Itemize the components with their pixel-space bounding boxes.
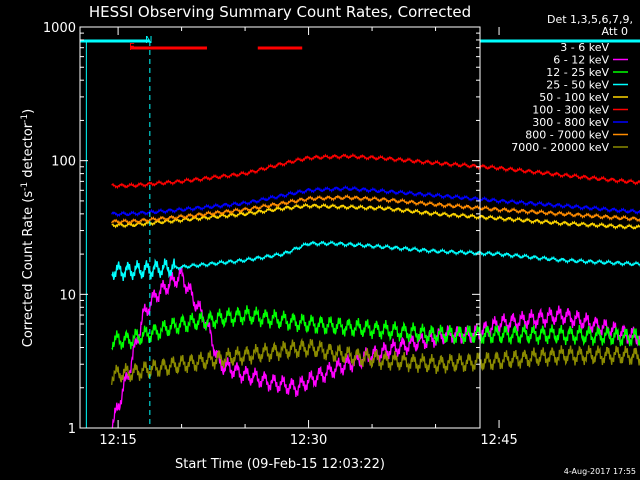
legend-label: 6 - 12 keV — [553, 54, 609, 67]
series-line-3 — [111, 305, 640, 351]
series-line-2 — [111, 266, 640, 429]
marker-N: N — [145, 35, 152, 46]
y-tick-label: 1000 — [43, 21, 76, 36]
x-axis-label: Start Time (09-Feb-15 12:03:22) — [175, 457, 385, 472]
legend-label: 100 - 300 keV — [532, 104, 609, 117]
y-label-part: detector — [21, 122, 36, 182]
series-line-9 — [111, 337, 640, 385]
y-label-part: ) — [21, 109, 36, 114]
y-tick-label: 1 — [68, 422, 76, 437]
legend-label: 3 - 6 keV — [560, 41, 609, 54]
x-tick-label: 12:45 — [480, 433, 517, 448]
marker-F: F — [129, 42, 135, 53]
legend-label: 800 - 7000 keV — [525, 129, 609, 142]
y-label-exponent: -1 — [20, 114, 30, 123]
y-tick-label: 100 — [51, 155, 76, 170]
series-line-6 — [111, 152, 640, 190]
legend-header: Att 0 — [602, 25, 628, 38]
legend-label: 25 - 50 keV — [546, 79, 609, 92]
chart-title: HESSI Observing Summary Count Rates, Cor… — [89, 3, 471, 21]
series-line-4 — [111, 239, 640, 282]
legend-header: Det 1,3,5,6,7,9, — [547, 13, 633, 26]
plot-frame — [79, 26, 481, 429]
annotation-group — [80, 39, 640, 428]
y-axis: 1 10 100 1000 — [43, 21, 480, 437]
legend-label: 50 - 100 keV — [539, 91, 609, 104]
legend-label: 7000 - 20000 keV — [511, 141, 609, 154]
y-label-exponent: -1 — [20, 182, 30, 191]
legend-label: 12 - 25 keV — [546, 66, 609, 79]
data-series-group — [111, 152, 640, 429]
series-line-8 — [111, 194, 640, 225]
series-line-1 — [111, 270, 640, 429]
series-line-7 — [111, 184, 640, 218]
y-label-part: Corrected Count Rate (s — [21, 191, 36, 348]
x-tick-label: 12:30 — [290, 433, 327, 448]
footer-timestamp: 4-Aug-2017 17:55 — [564, 467, 636, 476]
y-axis-label: Corrected Count Rate (s-1 detector-1) — [20, 109, 36, 347]
x-tick-label: 12:15 — [99, 433, 136, 448]
legend-label: 300 - 800 keV — [532, 116, 609, 129]
series-line-5 — [111, 202, 640, 230]
y-tick-label: 10 — [59, 288, 76, 303]
